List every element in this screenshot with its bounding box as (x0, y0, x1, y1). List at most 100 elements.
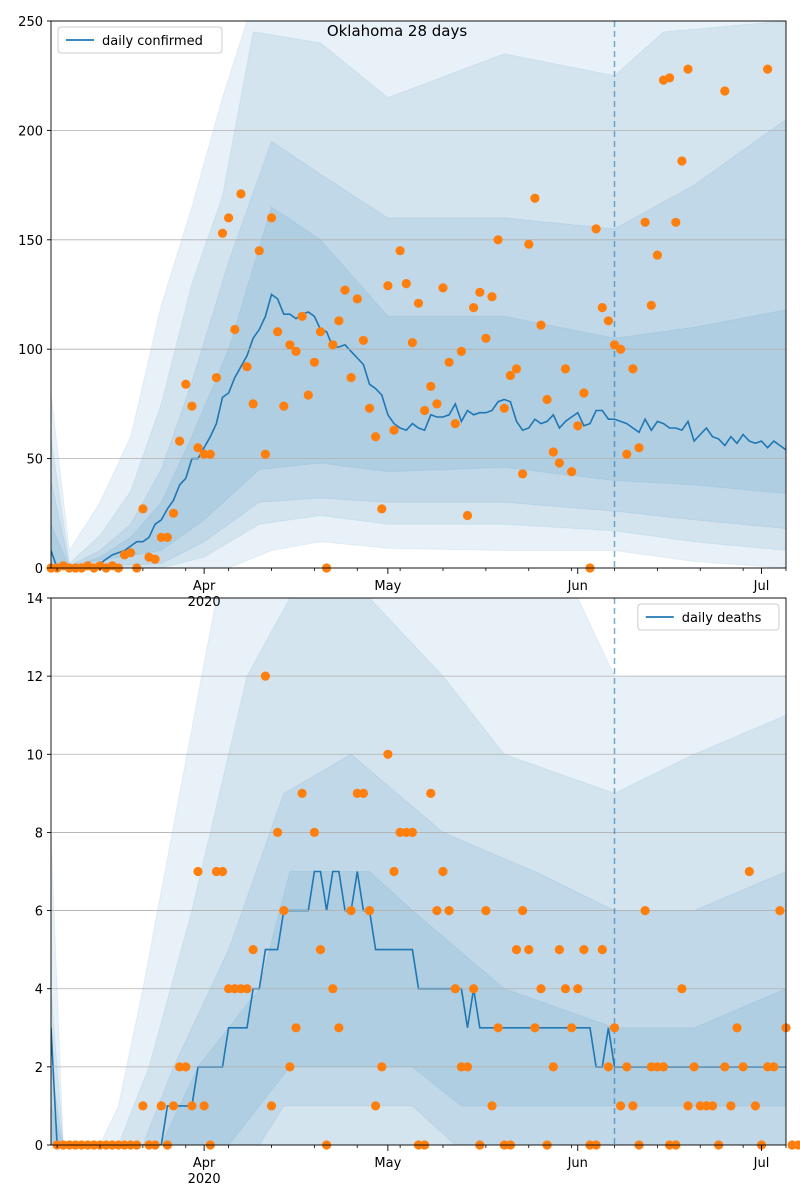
x-tick-label: Jul (753, 579, 770, 594)
data-point (377, 504, 387, 514)
data-point (646, 300, 656, 310)
data-point (168, 1101, 179, 1111)
data-point (187, 401, 197, 411)
data-point (389, 866, 399, 877)
data-point (720, 1062, 730, 1072)
x-tick-label: Apr (193, 1156, 216, 1171)
x-tick-label: May (374, 1156, 401, 1171)
data-point (628, 1101, 638, 1111)
data-point (493, 1023, 503, 1033)
data-point (622, 1062, 632, 1072)
data-point (187, 1101, 197, 1111)
data-point (407, 827, 417, 838)
data-point (162, 532, 172, 543)
data-point (371, 432, 381, 442)
data-point (616, 1101, 626, 1111)
data-point (432, 906, 442, 916)
data-point (683, 1101, 693, 1111)
y-tick-label: 250 (18, 15, 43, 30)
data-point (364, 906, 375, 916)
legend-label: daily confirmed (102, 34, 203, 49)
figure-title: Oklahoma 28 days (327, 22, 468, 40)
y-tick-label: 200 (18, 124, 43, 139)
data-point (763, 64, 773, 74)
data-point (634, 443, 644, 453)
y-tick-label: 150 (18, 234, 43, 249)
data-point (628, 364, 638, 374)
data-point (285, 340, 295, 350)
data-point (775, 906, 785, 916)
data-point (560, 364, 571, 374)
x-tick-label: Jun (567, 1156, 588, 1171)
legend: daily deaths (637, 603, 780, 631)
data-point (597, 303, 607, 313)
data-point (658, 1062, 669, 1072)
data-point (511, 364, 522, 374)
data-point (530, 1023, 540, 1033)
data-point (597, 945, 607, 955)
data-point (309, 357, 319, 367)
data-point (732, 1023, 742, 1033)
uncertainty-band (51, 118, 786, 568)
data-point (205, 449, 215, 459)
data-point (720, 86, 730, 96)
data-point (744, 866, 754, 877)
y-tick-label: 6 (35, 905, 43, 920)
data-point (481, 333, 491, 343)
data-point (591, 224, 601, 234)
data-point (579, 388, 589, 398)
data-point (450, 419, 460, 429)
y-tick-label: 10 (26, 748, 43, 763)
data-point (432, 399, 442, 409)
data-point (567, 467, 577, 477)
data-point (548, 447, 558, 457)
data-point (273, 327, 283, 337)
data-point (291, 346, 301, 356)
data-point (548, 1062, 558, 1072)
data-point (640, 906, 650, 916)
data-point (211, 373, 221, 383)
data-point (689, 1062, 699, 1072)
x-tick-label: Jul (753, 1156, 770, 1171)
data-point (181, 1062, 191, 1072)
data-point (273, 827, 283, 838)
data-point (230, 324, 240, 335)
data-point (199, 1101, 209, 1111)
data-point (150, 554, 160, 564)
y-tick-label: 4 (35, 983, 43, 998)
data-point (793, 1140, 800, 1150)
data-point (481, 906, 491, 916)
x-tick-label: Jun (567, 579, 588, 594)
data-point (554, 458, 565, 468)
data-point (309, 827, 319, 838)
data-point (279, 906, 289, 916)
data-point (726, 1101, 736, 1111)
data-point (334, 316, 344, 326)
data-point (487, 292, 497, 302)
data-point (340, 285, 350, 295)
data-point (567, 1023, 577, 1033)
data-point (542, 394, 552, 405)
data-point (260, 449, 270, 459)
data-point (224, 213, 234, 223)
data-point (297, 311, 307, 321)
data-point (462, 1062, 473, 1072)
data-point (487, 1101, 497, 1111)
data-point (505, 370, 515, 381)
data-point (407, 338, 417, 348)
plot-area (51, 21, 786, 568)
data-point (266, 1101, 277, 1111)
data-point (536, 320, 546, 330)
data-point (242, 984, 252, 994)
y-tick-label: 8 (35, 826, 43, 841)
data-point (181, 379, 191, 389)
data-point (383, 749, 393, 759)
data-point (138, 1101, 148, 1111)
data-point (193, 443, 203, 453)
data-point (236, 189, 246, 199)
data-point (469, 984, 479, 994)
data-point (475, 287, 485, 297)
data-point (750, 1101, 761, 1111)
data-point (217, 228, 228, 238)
